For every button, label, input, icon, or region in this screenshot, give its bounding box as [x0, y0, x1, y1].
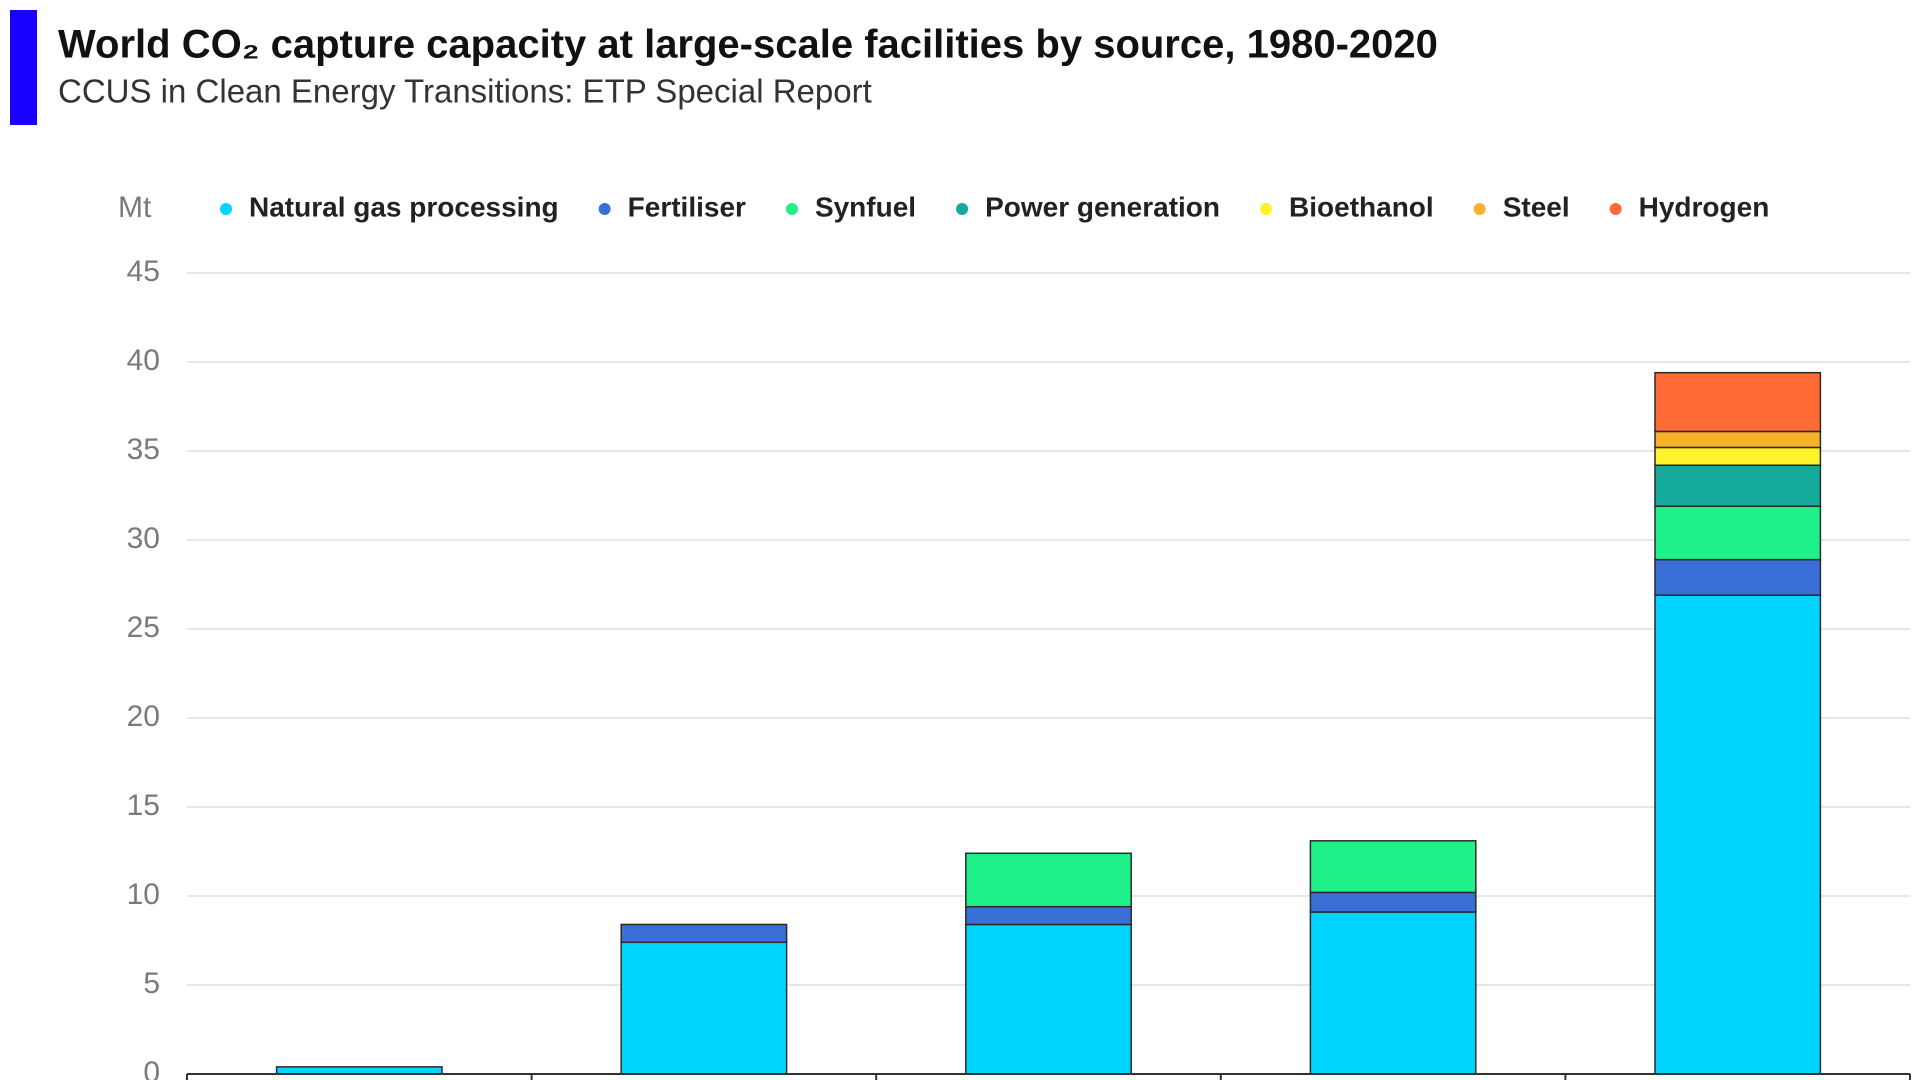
bar-segment — [1654, 558, 1822, 596]
bar-segment — [965, 905, 1132, 926]
title-accent — [10, 10, 37, 125]
bar-segment — [1309, 911, 1477, 1075]
bar-segment — [965, 923, 1132, 1075]
bar-segment — [620, 923, 788, 944]
legend-label: Steel — [1503, 191, 1570, 222]
legend-label: Fertiliser — [628, 191, 746, 222]
y-tick-label: 35 — [127, 433, 160, 466]
bar-segment — [620, 941, 788, 1075]
y-tick-label: 5 — [143, 967, 160, 1000]
bar-segment — [1654, 505, 1822, 561]
legend-marker — [1473, 203, 1486, 215]
y-tick-label: 20 — [127, 700, 160, 733]
legend-label: Natural gas processing — [249, 191, 559, 222]
y-tick-label: 40 — [127, 344, 160, 377]
y-tick-label: 10 — [127, 878, 160, 911]
y-tick-label: 15 — [127, 789, 160, 822]
legend-marker — [785, 203, 798, 215]
y-tick-label: 45 — [127, 255, 160, 288]
bar-segment — [1654, 371, 1822, 433]
legend-label: Power generation — [985, 191, 1220, 222]
y-tick-label: 30 — [127, 522, 160, 555]
bar-segment — [965, 852, 1132, 908]
y-tick-label: 25 — [127, 611, 160, 644]
chart-title: World CO₂ capture capacity at large-scal… — [58, 23, 1438, 67]
legend-marker — [598, 203, 611, 215]
bar-segment — [1654, 594, 1822, 1075]
y-tick-label: 0 — [143, 1056, 160, 1080]
bar-segment — [1309, 891, 1477, 913]
legend-marker — [1260, 203, 1273, 215]
bar-segment — [1654, 446, 1822, 466]
bar-segment — [275, 1066, 443, 1075]
y-axis-unit: Mt — [118, 191, 152, 224]
legend-marker — [1609, 203, 1622, 215]
legend-label: Hydrogen — [1639, 191, 1770, 222]
legend-label: Synfuel — [815, 191, 916, 222]
bar-segment — [1309, 840, 1477, 894]
legend-label: Bioethanol — [1289, 191, 1434, 222]
chart-subtitle: CCUS in Clean Energy Transitions: ETP Sp… — [58, 73, 872, 110]
bar-segment — [1654, 430, 1822, 449]
legend-marker — [956, 203, 969, 215]
legend-marker — [220, 203, 232, 215]
bar-segment — [1654, 464, 1822, 507]
